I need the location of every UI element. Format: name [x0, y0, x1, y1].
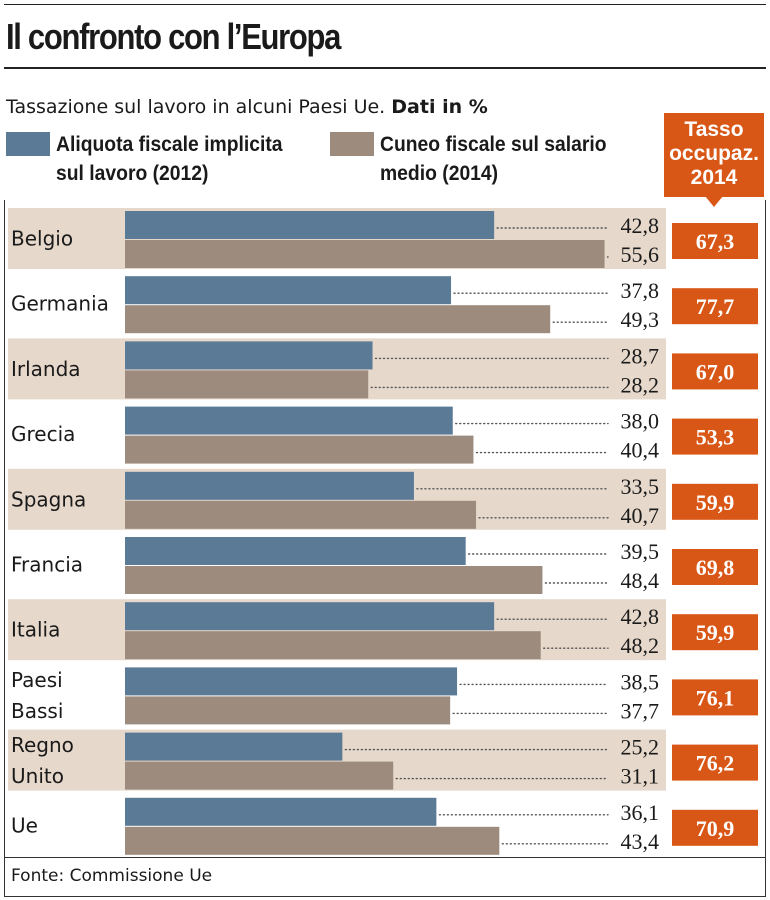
data-label: 33,5: [621, 474, 660, 499]
employment-rate-value: 69,8: [696, 555, 735, 580]
legend-line: medio (2014): [380, 162, 499, 185]
bar-implicit-rate: [125, 471, 414, 500]
bar-tax-wedge: [125, 696, 451, 725]
employment-rate-box: [672, 483, 758, 520]
data-label: 55,6: [621, 242, 660, 267]
employment-rate-value: 70,9: [696, 816, 735, 841]
source-rule: [4, 857, 766, 858]
employment-rate-header: Tasso occupaz. 2014: [664, 113, 764, 197]
bar-implicit-rate: [125, 537, 466, 565]
legend-line: sul lavoro (2012): [56, 162, 209, 185]
employment-rate-box: [672, 223, 758, 259]
employment-rate-value: 59,9: [696, 620, 735, 645]
employment-rate-box: [672, 288, 758, 325]
category-label: Grecia: [11, 422, 75, 446]
bar-tax-wedge: [125, 826, 500, 855]
data-label: 38,5: [621, 669, 660, 694]
employment-rate-box: [672, 418, 758, 455]
top-rule: [4, 4, 766, 5]
legend-item-tax-wedge: Cuneo fiscale sul salario medio (2014): [330, 130, 626, 188]
employment-rate-value: 77,7: [696, 294, 735, 319]
bar-tax-wedge: [125, 631, 541, 660]
category-label: Francia: [11, 553, 83, 577]
chart-subtitle: Tassazione sul lavoro in alcuni Paesi Ue…: [6, 96, 488, 118]
bar-tax-wedge: [125, 761, 394, 790]
bar-implicit-rate: [125, 732, 343, 761]
bar-implicit-rate: [125, 341, 373, 370]
bar-implicit-rate: [125, 667, 458, 696]
legend-label-tax-wedge: Cuneo fiscale sul salario medio (2014): [380, 130, 607, 188]
employment-header-line: Tasso: [684, 118, 744, 141]
subtitle-text: Tassazione sul lavoro in alcuni Paesi Ue…: [6, 96, 386, 118]
bar-tax-wedge: [125, 435, 474, 464]
data-label: 28,7: [621, 343, 660, 368]
bar-implicit-rate: [125, 602, 495, 631]
data-label: 40,7: [621, 503, 660, 528]
employment-rate-value: 67,3: [696, 229, 735, 254]
data-label: 42,8: [621, 213, 660, 238]
category-label: Spagna: [11, 487, 86, 511]
employment-header-arrow: [705, 196, 723, 207]
bar-tax-wedge: [125, 370, 369, 399]
bar-tax-wedge: [125, 500, 477, 529]
employment-rate-value: 76,2: [696, 751, 735, 776]
legend-label-implicit-rate: Aliquota fiscale implicita sul lavoro (2…: [56, 130, 283, 188]
data-label: 28,2: [621, 372, 660, 397]
category-label: Italia: [11, 618, 60, 642]
data-label: 39,5: [621, 539, 660, 564]
data-label: 48,4: [621, 568, 660, 593]
frame-bottom: [4, 896, 766, 897]
frame-right: [765, 200, 766, 897]
employment-rate-box: [672, 353, 758, 390]
legend-line: Aliquota fiscale implicita: [56, 133, 283, 156]
data-label: 49,3: [621, 307, 660, 332]
bar-tax-wedge: [125, 240, 605, 268]
data-label: 37,8: [621, 278, 660, 303]
employment-rate-box: [672, 679, 758, 716]
category-label: Paesi Bassi: [11, 668, 63, 723]
employment-rate-box: [672, 744, 758, 781]
category-label: Belgio: [11, 227, 73, 251]
employment-rate-box: [672, 614, 758, 651]
legend-line: Cuneo fiscale sul salario: [380, 133, 607, 156]
data-label: 25,2: [621, 735, 660, 760]
employment-rate-value: 59,9: [696, 490, 735, 515]
bar-tax-wedge: [125, 566, 543, 594]
employment-rate-value: 76,1: [696, 685, 735, 710]
employment-rate-value: 53,3: [696, 425, 735, 450]
bar-implicit-rate: [125, 211, 495, 239]
subtitle-unit: Dati in %: [391, 96, 488, 118]
employment-rate-value: 67,0: [696, 359, 735, 384]
bar-implicit-rate: [125, 797, 437, 826]
bar-implicit-rate: [125, 276, 452, 305]
source-note: Fonte: Commissione Ue: [11, 866, 213, 886]
legend-swatch-tax-wedge: [330, 132, 374, 156]
chart-title: Il confronto con l’Europa: [6, 16, 341, 57]
data-label: 48,2: [621, 633, 660, 658]
category-label: Irlanda: [11, 357, 81, 381]
frame-left: [4, 200, 5, 897]
legend-swatch-implicit-rate: [6, 132, 50, 156]
employment-header-line: 2014: [690, 166, 738, 189]
data-label: 40,4: [621, 438, 660, 463]
category-label: Germania: [11, 292, 109, 316]
category-label: Regno Unito: [11, 733, 74, 788]
bar-tax-wedge: [125, 305, 551, 334]
legend-item-implicit-rate: Aliquota fiscale implicita sul lavoro (2…: [6, 130, 302, 188]
employment-rate-box: [672, 549, 758, 585]
data-label: 42,8: [621, 604, 660, 629]
category-label: Ue: [11, 813, 38, 837]
employment-rate-box: [672, 809, 758, 846]
bar-implicit-rate: [125, 406, 453, 435]
data-label: 37,7: [621, 698, 660, 723]
title-rule: [4, 67, 766, 69]
data-label: 31,1: [621, 764, 660, 789]
data-label: 38,0: [621, 409, 660, 434]
employment-header-line: occupaz.: [669, 142, 759, 165]
data-label: 43,4: [621, 829, 660, 854]
data-label: 36,1: [621, 800, 660, 825]
